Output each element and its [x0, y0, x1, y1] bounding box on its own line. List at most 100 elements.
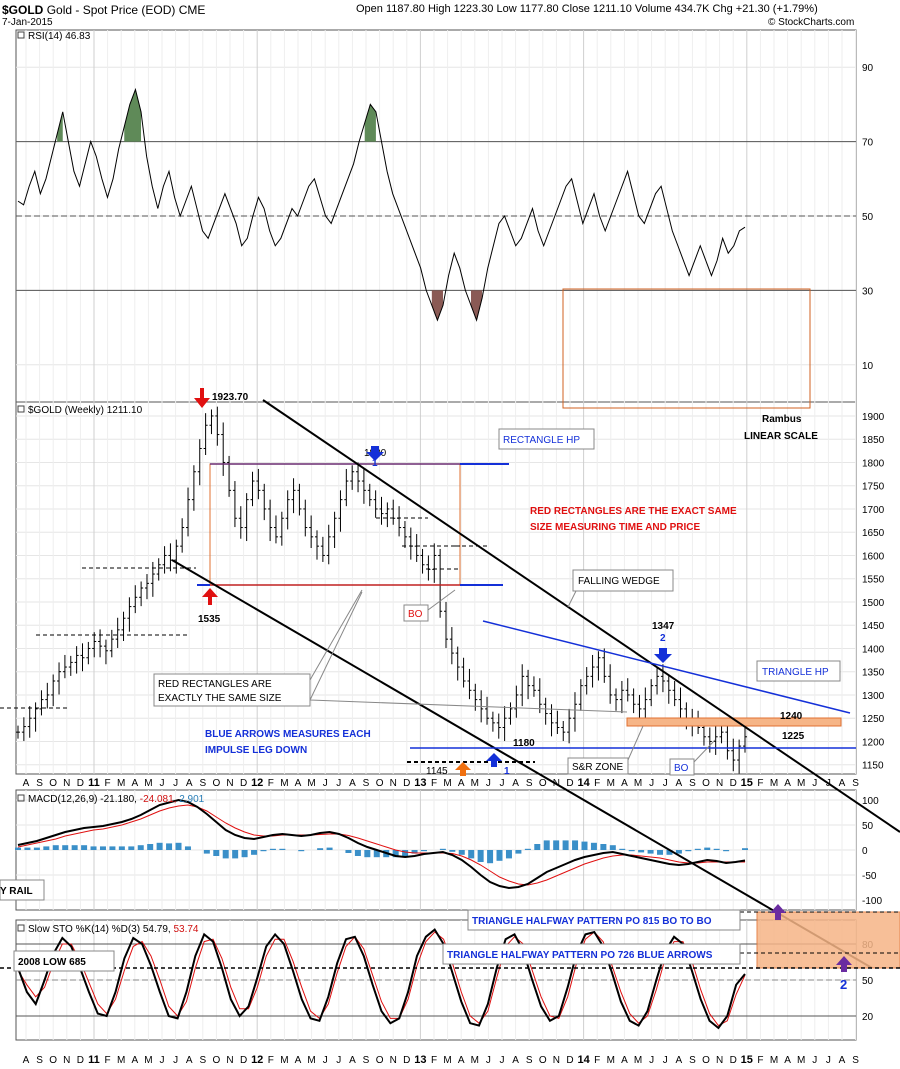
macd-histogram-bar [723, 850, 730, 852]
rsi-line [17, 87, 746, 322]
symbol: $GOLD [2, 3, 44, 17]
x-tick-label: A [295, 1055, 302, 1066]
tri-po-815-box [467, 909, 741, 931]
macd-histogram-bar [90, 846, 97, 850]
macd-histogram-bar [477, 850, 484, 862]
x-tick-label: F [757, 1055, 763, 1066]
x-tick-label: J [336, 1055, 341, 1066]
macd-histogram-bar [71, 845, 78, 850]
x-tick-label: J [160, 778, 165, 789]
x-tick-label: A [23, 778, 30, 789]
x-tick-label: N [390, 1055, 397, 1066]
macd-tick-label: -50 [862, 871, 877, 882]
red-rect-note-line1: RED RECTANGLES ARE THE EXACT SAME [530, 506, 737, 517]
x-tick-label: J [500, 1055, 505, 1066]
x-tick-label: F [431, 778, 437, 789]
macd-histogram-bar [562, 840, 569, 850]
x-tick-label: S [199, 778, 206, 789]
x-tick-label: A [512, 778, 519, 789]
bo-box-1 [403, 604, 429, 622]
label-1240: 1240 [780, 711, 803, 722]
macd-histogram-bar [128, 846, 135, 850]
x-tick-label: 11 [88, 777, 100, 789]
blue-arrows-line2: IMPULSE LEG DOWN [205, 745, 307, 756]
purple-up-arrow-2-icon [836, 956, 852, 972]
macd-histogram-bar [619, 848, 626, 850]
macd-histogram-bar [109, 846, 116, 850]
x-tick-label: S [36, 778, 43, 789]
macd-histogram-bar [590, 842, 597, 850]
x-tick-label: N [226, 1055, 233, 1066]
x-tick-label: 15 [741, 777, 753, 789]
bo-label-1: BO [408, 609, 423, 620]
x-tick-label: 15 [741, 1054, 753, 1066]
x-tick-label: F [268, 1055, 274, 1066]
macd-histogram-bar [345, 850, 352, 853]
macd-histogram-bar [52, 845, 59, 850]
x-tick-label: F [105, 1055, 111, 1066]
price-title: $GOLD (Weekly) 1211.10 [28, 405, 143, 416]
dashed-levels [0, 517, 490, 709]
sto-title: Slow STO %K(14) %D(3) 54.79, 53.74 [28, 924, 199, 935]
sr-zone-box [567, 757, 629, 775]
ohlc-readout: Open 1187.80 High 1223.30 Low 1177.80 Cl… [356, 3, 818, 15]
x-tick-label: S [526, 778, 533, 789]
x-tick-label: D [730, 778, 737, 789]
rsi-tick-label: 10 [862, 361, 874, 372]
macd-histogram-bar [373, 850, 380, 858]
blue-down-arrow-1-icon [366, 446, 384, 461]
x-tick-label: O [213, 778, 221, 789]
x-tick-label: J [486, 1055, 491, 1066]
bo-pointer-2 [693, 739, 716, 763]
macd-histogram-bar [458, 850, 465, 855]
x-tick-label: A [349, 1055, 356, 1066]
x-tick-label: A [186, 1055, 193, 1066]
price-tick-label: 1500 [862, 598, 885, 609]
price-tick-label: 1750 [862, 482, 885, 493]
macd-histogram-bar [600, 844, 607, 850]
rectangle-hp-box [498, 428, 595, 450]
macd-histogram-bar [543, 840, 550, 850]
wedge-upper-line [262, 399, 900, 833]
x-tick-label: O [49, 778, 57, 789]
macd-histogram-bar [534, 844, 541, 850]
x-tick-label: F [757, 778, 763, 789]
blue-up-arrow-1-icon [486, 753, 502, 767]
x-tick-label: 13 [414, 777, 426, 789]
price-tick-label: 1900 [862, 412, 885, 423]
exchange: CME [178, 3, 206, 17]
stochastic-tick-label: 50 [862, 976, 874, 987]
x-tick-label: N [226, 778, 233, 789]
bo-label-2: BO [674, 763, 689, 774]
macd-histogram-bar [62, 845, 69, 850]
macd-histogram-bar [439, 848, 446, 850]
macd-histogram-bar [43, 846, 50, 850]
macd-histogram-bar [666, 850, 673, 855]
x-tick-label: J [500, 778, 505, 789]
macd-legend-box [17, 794, 25, 802]
macd-histogram-bar [118, 846, 125, 850]
macd-histogram-bar [147, 844, 154, 850]
rectangle-hp-label: RECTANGLE HP [503, 435, 580, 446]
x-tick-label: 14 [577, 1054, 590, 1066]
x-tick-label: M [471, 778, 479, 789]
low-1535-label: 1535 [198, 614, 221, 625]
macd-histogram-bar [638, 850, 645, 853]
arrow1-bottom-label: 1 [504, 766, 510, 777]
same-size-line1: RED RECTANGLES ARE [158, 679, 272, 690]
price-tick-label: 1550 [862, 575, 885, 586]
x-tick-label: S [689, 778, 696, 789]
x-tick-label: 11 [88, 1054, 100, 1066]
x-tick-label: M [607, 778, 615, 789]
x-tick-label: A [295, 778, 302, 789]
x-tick-label: O [213, 1055, 221, 1066]
arrow2-bottom-label: 2 [840, 977, 847, 992]
sr-zone-label: S&R ZONE [572, 762, 623, 773]
arrow2-top-label: 2 [660, 633, 666, 644]
copyright: © StockCharts.com [768, 17, 855, 28]
price-tick-label: 1650 [862, 528, 885, 539]
x-tick-label: D [730, 1055, 737, 1066]
sr-zone-pointer [627, 725, 644, 761]
price-tick-label: 1250 [862, 714, 885, 725]
x-tick-label: S [852, 1055, 859, 1066]
